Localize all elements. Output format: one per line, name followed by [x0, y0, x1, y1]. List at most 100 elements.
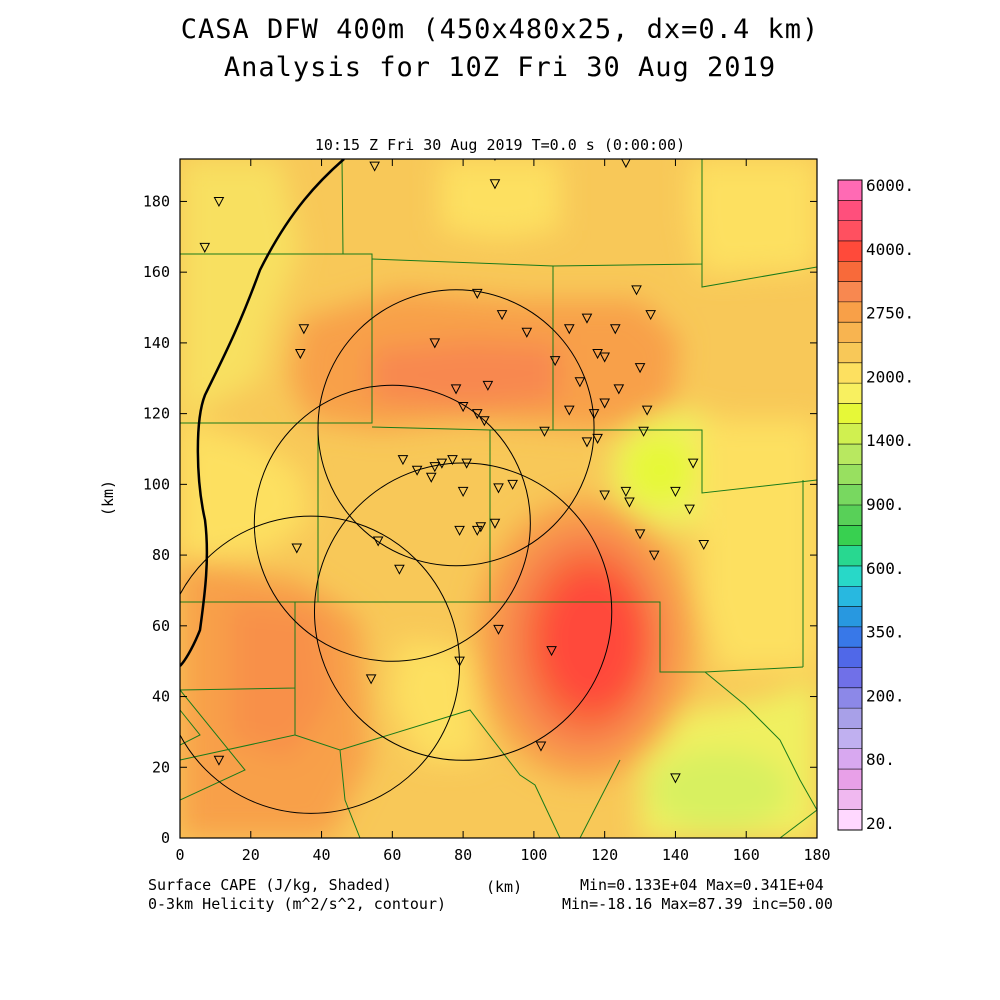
y-tick-label: 160 — [143, 263, 170, 281]
station-marker — [563, 405, 575, 416]
station-marker — [634, 363, 646, 374]
y-tick-label: 20 — [152, 758, 170, 776]
colorbar-swatch — [838, 464, 862, 486]
station-marker — [471, 409, 483, 420]
y-tick-label: 40 — [152, 688, 170, 706]
y-tick-label: 60 — [152, 617, 170, 635]
yellow-region-south — [390, 640, 480, 760]
station-marker — [641, 405, 653, 416]
colorbar-label: 200. — [866, 686, 905, 705]
colorbar-swatch — [838, 728, 862, 750]
y-tick-label: 0 — [161, 829, 170, 847]
colorbar-swatch — [838, 423, 862, 445]
footer-contour-range: Min=-18.16 Max=87.39 inc=50.00 — [562, 895, 833, 913]
yellow-region-north — [440, 159, 560, 240]
station-marker — [634, 529, 646, 540]
cape-max-core — [542, 572, 642, 708]
y-axis-label: (km) — [99, 480, 117, 516]
colorbar-swatch — [838, 545, 862, 567]
station-marker — [613, 384, 625, 395]
colorbar-swatch — [838, 586, 862, 608]
helicity-contours — [180, 289, 613, 814]
station-marker — [471, 525, 483, 536]
colorbar-swatch — [838, 200, 862, 222]
x-tick-label: 60 — [383, 846, 401, 864]
y-tick-label: 180 — [143, 192, 170, 210]
boundary-line — [180, 159, 345, 667]
colorbar-swatch — [838, 769, 862, 790]
colorbar-label: 900. — [866, 495, 905, 514]
colorbar-swatch — [838, 444, 862, 465]
station-marker — [535, 741, 547, 752]
station-marker — [447, 455, 458, 466]
station-marker — [581, 313, 593, 324]
station-marker — [546, 646, 557, 657]
station-marker — [507, 479, 518, 490]
y-axis: 0 20 40 60 80 100 120 140 160 180 — [143, 192, 817, 847]
footer-field-label: Surface CAPE (J/kg, Shaded) — [148, 876, 392, 894]
colorbar-swatch — [838, 748, 862, 770]
station-marker — [670, 486, 681, 497]
yellow-region-west — [180, 159, 300, 420]
colorbar-swatch — [838, 484, 862, 506]
station-marker — [489, 518, 501, 529]
station-marker — [298, 324, 310, 335]
colorbar-swatch — [838, 220, 862, 242]
station-marker — [213, 755, 225, 766]
colorbar-swatch — [838, 505, 862, 526]
colorbar-label: 2750. — [866, 304, 914, 323]
station-marker — [397, 455, 409, 466]
colorbar-label: 6000. — [866, 176, 914, 195]
station-marker — [425, 472, 437, 483]
station-marker — [461, 458, 472, 469]
station-marker — [482, 380, 494, 391]
station-marker — [599, 352, 610, 363]
station-marker — [609, 324, 621, 335]
station-marker — [574, 377, 586, 388]
station-marker — [429, 462, 441, 473]
colorbar-swatch — [838, 301, 862, 323]
y-tick-label: 100 — [143, 475, 170, 493]
colorbar-swatch — [838, 240, 862, 262]
x-axis-label: (km) — [486, 878, 523, 896]
x-tick-label: 0 — [175, 846, 184, 864]
station-marker — [365, 674, 377, 685]
station-marker — [291, 543, 303, 554]
map-title-line1: CASA DFW 400m (450x480x25, dx=0.4 km) — [180, 14, 820, 45]
y-tick-label: 120 — [143, 405, 170, 423]
colorbar-swatch — [838, 261, 862, 283]
colorbar-label: 2000. — [866, 367, 914, 386]
station-marker — [496, 310, 508, 321]
station-marker — [429, 338, 441, 349]
helicity-contour — [313, 462, 613, 761]
x-axis: 0 20 40 60 80 100 120 140 160 180 — [175, 159, 831, 864]
helicity-contour — [253, 384, 531, 662]
colorbar-swatch — [838, 180, 862, 201]
station-marker — [454, 525, 465, 536]
colorbar-label: 350. — [866, 623, 905, 642]
county-boundaries — [180, 159, 817, 838]
station-marker — [599, 398, 610, 409]
station-marker — [621, 159, 631, 169]
station-marker — [581, 437, 593, 448]
x-tick-label: 140 — [662, 846, 689, 864]
colorbar-swatch — [838, 626, 862, 648]
station-marker — [645, 310, 657, 321]
station-marker — [294, 349, 306, 360]
station-marker — [687, 458, 699, 469]
station-marker — [624, 497, 635, 508]
station-marker — [648, 550, 660, 561]
station-marker — [436, 458, 448, 469]
station-marker — [670, 773, 681, 784]
plot-frame — [179, 158, 818, 839]
station-marker — [684, 504, 695, 515]
station-marker — [521, 327, 533, 338]
colorbar-frame — [837, 179, 863, 831]
station-marker — [549, 356, 561, 367]
colorbar: 6000. 4000. 2750. 2000. 1400. 900. 600. 350. 200… — [837, 176, 914, 833]
y-tick-label: 80 — [152, 546, 170, 564]
station-marker — [638, 426, 649, 437]
station-marker — [592, 433, 603, 444]
x-tick-label: 100 — [520, 846, 547, 864]
